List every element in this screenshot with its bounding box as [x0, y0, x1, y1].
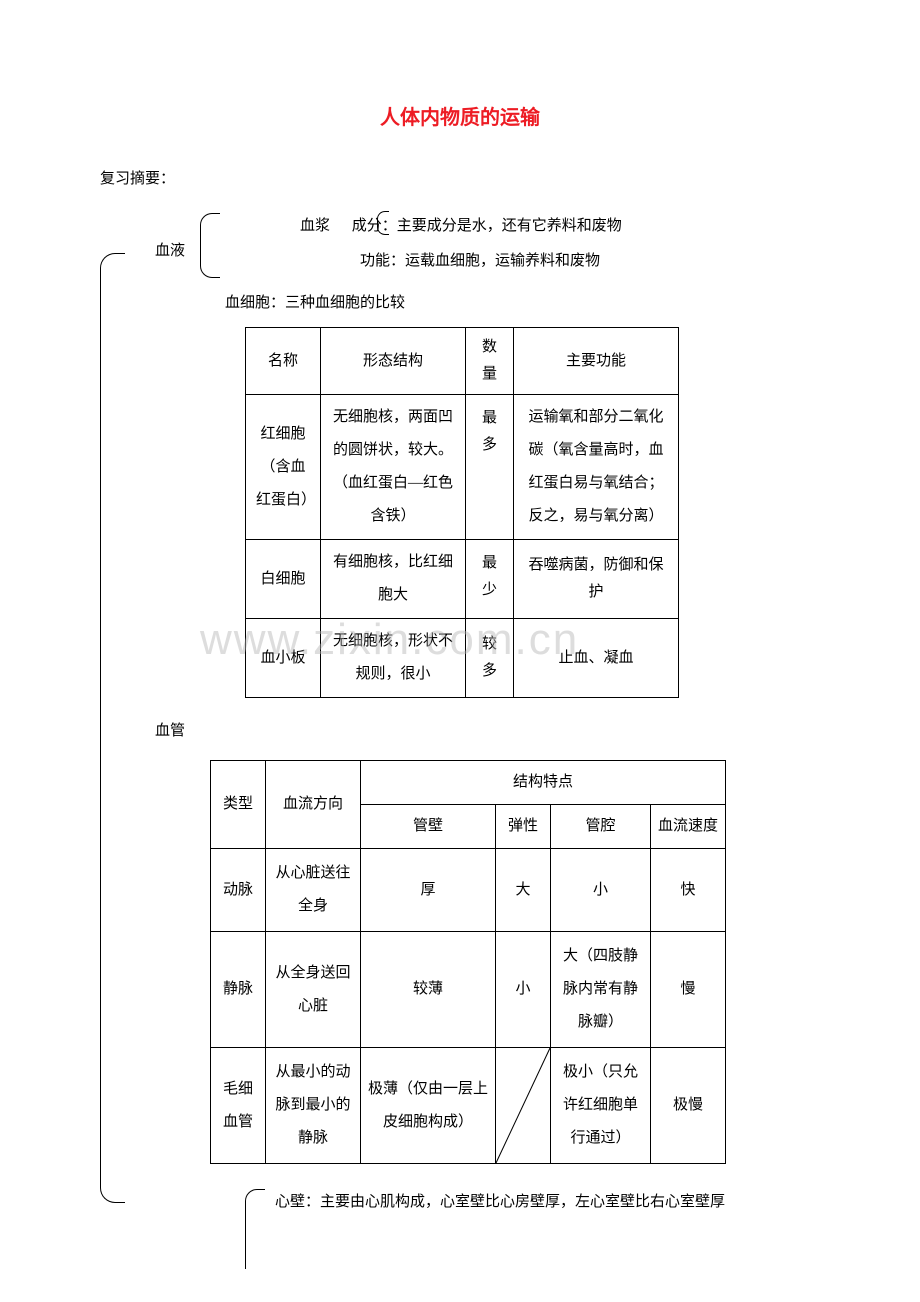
- table-cell: 从心脏送往全身: [266, 849, 361, 932]
- table-cell: 毛细血管: [211, 1048, 266, 1164]
- table-cell: 极慢: [651, 1048, 726, 1164]
- plasma-label: 血浆: [300, 218, 330, 234]
- heart-wall-text: 心壁：主要由心肌构成，心室壁比心房壁厚，左心室壁比右心室壁厚: [275, 1189, 820, 1216]
- subtitle: 复习摘要：: [100, 166, 820, 193]
- table-cell: 大: [496, 849, 551, 932]
- table-cell: 慢: [651, 932, 726, 1048]
- blood-cell-table: 名称 形态结构 数量 主要功能 红细胞（含血红蛋白） 无细胞核，两面凹的圆饼状，…: [245, 327, 679, 698]
- table-row: 血小板 无细胞核，形状不规则，很小 较多 止血、凝血: [246, 619, 679, 698]
- table-cell: 运输氧和部分二氧化碳（氧含量高时，血红蛋白易与氧结合；反之，易与氧分离）: [514, 395, 679, 540]
- heart-section: 心壁：主要由心肌构成，心室壁比心房壁厚，左心室壁比右心室壁厚: [245, 1189, 820, 1216]
- table-row: 红细胞（含血红蛋白） 无细胞核，两面凹的圆饼状，较大。（血红蛋白—红色含铁） 最…: [246, 395, 679, 540]
- table-header: 结构特点: [361, 761, 726, 805]
- table-header: 主要功能: [514, 328, 679, 395]
- table-cell: 最多: [466, 395, 514, 540]
- table-cell: 红细胞（含血红蛋白）: [246, 395, 321, 540]
- table-cell: 小: [496, 932, 551, 1048]
- table-row: 名称 形态结构 数量 主要功能: [246, 328, 679, 395]
- plasma-block: 血浆 成分：主要成分是水，还有它养料和废物 功能：运载血细胞，运输养料和废物: [225, 213, 820, 275]
- vessel-label: 血管: [155, 718, 820, 745]
- plasma-bracket-icon: [377, 211, 389, 235]
- table-cell: 止血、凝血: [514, 619, 679, 698]
- table-cell: 无细胞核，形状不规则，很小: [321, 619, 466, 698]
- table-cell: 快: [651, 849, 726, 932]
- table-header: 名称: [246, 328, 321, 395]
- table-cell: 厚: [361, 849, 496, 932]
- table-row: 静脉 从全身送回心脏 较薄 小 大（四肢静脉内常有静脉瓣） 慢: [211, 932, 726, 1048]
- table-header: 形态结构: [321, 328, 466, 395]
- table-cell: 最少: [466, 540, 514, 619]
- table-row: 白细胞 有细胞核，比红细胞大 最少 吞噬病菌，防御和保护: [246, 540, 679, 619]
- document-title: 人体内物质的运输: [100, 100, 820, 136]
- table-cell: 极小（只允许红细胞单行通过）: [551, 1048, 651, 1164]
- main-bracket-icon: [100, 253, 125, 1203]
- table-cell: 大（四肢静脉内常有静脉瓣）: [551, 932, 651, 1048]
- table-row: 动脉 从心脏送往全身 厚 大 小 快: [211, 849, 726, 932]
- table-cell: 静脉: [211, 932, 266, 1048]
- plasma-function: 功能：运载血细胞，运输养料和废物: [360, 248, 820, 275]
- blood-bracket-icon: [200, 213, 220, 278]
- table-cell: 无细胞核，两面凹的圆饼状，较大。（血红蛋白—红色含铁）: [321, 395, 466, 540]
- table-cell: 小: [551, 849, 651, 932]
- table-header: 血流速度: [651, 805, 726, 849]
- table-cell: 血小板: [246, 619, 321, 698]
- vessel-section: 血管 类型 血流方向 结构特点 管壁 弹性 管腔 血流速度 动脉 从心脏送往全身…: [130, 718, 820, 1164]
- table-header: 血流方向: [266, 761, 361, 849]
- diagonal-line-icon: [496, 1048, 550, 1163]
- table-cell: 吞噬病菌，防御和保护: [514, 540, 679, 619]
- table-row: 毛细血管 从最小的动脉到最小的静脉 极薄（仅由一层上皮细胞构成） 极小（只允许红…: [211, 1048, 726, 1164]
- table-header: 数量: [466, 328, 514, 395]
- table-cell: 较薄: [361, 932, 496, 1048]
- heart-bracket-icon: [245, 1189, 265, 1269]
- table-header: 类型: [211, 761, 266, 849]
- table-cell: 动脉: [211, 849, 266, 932]
- table-cell: 有细胞核，比红细胞大: [321, 540, 466, 619]
- diagonal-cell: [496, 1048, 551, 1164]
- table-header: 弹性: [496, 805, 551, 849]
- table-cell: 从全身送回心脏: [266, 932, 361, 1048]
- blood-label: 血液: [155, 238, 185, 265]
- table-header: 管壁: [361, 805, 496, 849]
- table-cell: 从最小的动脉到最小的静脉: [266, 1048, 361, 1164]
- table-cell: 白细胞: [246, 540, 321, 619]
- table-cell: 较多: [466, 619, 514, 698]
- blood-section: 血液 血浆 成分：主要成分是水，还有它养料和废物 功能：运载血细胞，运输养料和废…: [130, 213, 820, 698]
- table-cell: 极薄（仅由一层上皮细胞构成）: [361, 1048, 496, 1164]
- content-area: 血液 血浆 成分：主要成分是水，还有它养料和废物 功能：运载血细胞，运输养料和废…: [100, 213, 820, 1216]
- cell-intro: 血细胞：三种血细胞的比较: [225, 290, 820, 317]
- table-row: 类型 血流方向 结构特点: [211, 761, 726, 805]
- plasma-composition: 成分：主要成分是水，还有它养料和废物: [352, 218, 622, 234]
- table-header: 管腔: [551, 805, 651, 849]
- vessel-table: 类型 血流方向 结构特点 管壁 弹性 管腔 血流速度 动脉 从心脏送往全身 厚 …: [210, 760, 726, 1164]
